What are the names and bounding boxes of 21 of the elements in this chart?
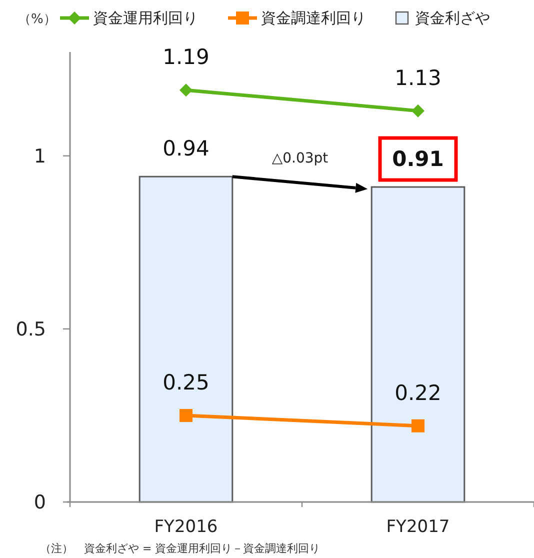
text: （注） 資金利ざや = 資金運用利回り－資金調達利回り bbox=[40, 542, 320, 555]
point bbox=[180, 408, 192, 422]
data-label: 0.25 bbox=[162, 370, 210, 394]
data-label: 0.22 bbox=[394, 380, 442, 405]
data-label: 1.19 bbox=[162, 45, 210, 70]
point bbox=[412, 104, 424, 118]
x-tick-label: FY2017 bbox=[386, 517, 450, 537]
y-tick-label: 0 bbox=[34, 492, 46, 514]
point bbox=[180, 84, 192, 97]
x-tick-label: FY2016 bbox=[154, 517, 218, 537]
y-tick-label: 1 bbox=[34, 145, 46, 168]
data-label: 0.91 bbox=[392, 147, 444, 171]
annotation: △0.03pt bbox=[272, 150, 329, 167]
data-label: 1.13 bbox=[394, 66, 442, 90]
data-label: 0.94 bbox=[162, 136, 210, 161]
y-tick-label: 0.5 bbox=[16, 318, 46, 341]
legend-label: 資金利ざや bbox=[415, 9, 490, 27]
y-axis-title: （%） bbox=[18, 12, 56, 27]
legend-label: 資金運用利回り bbox=[93, 9, 198, 27]
legend-label: 資金調達利回り bbox=[261, 9, 366, 27]
point bbox=[412, 419, 424, 432]
